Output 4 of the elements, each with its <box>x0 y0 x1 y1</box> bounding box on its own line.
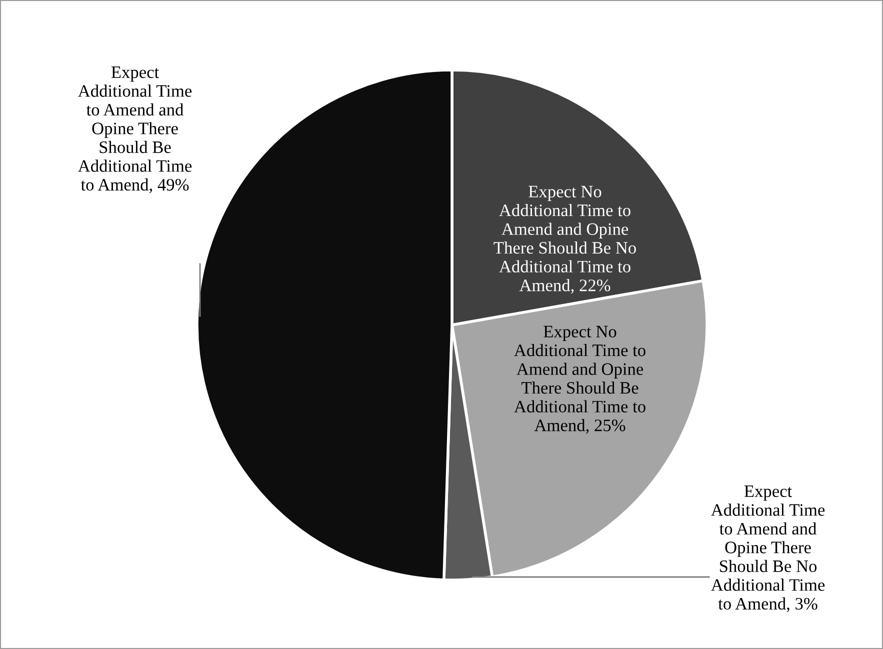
slice-label: Expect Additional Time to Amend and Opine There Should Be No Additional Time to Amend, 3% <box>711 486 825 612</box>
slice-label: Expect No Additional Time to Amend and Opine There Should Be No Additional Time to Amend, 22% <box>494 186 636 294</box>
slice-label: Expect Additional Time to Amend and Opine There Should Be Additional Time to Amend, 49% <box>78 66 192 194</box>
slice-label: Expect No Additional Time to Amend and Opine There Should Be Additional Time to Amend, 25% <box>514 326 646 434</box>
